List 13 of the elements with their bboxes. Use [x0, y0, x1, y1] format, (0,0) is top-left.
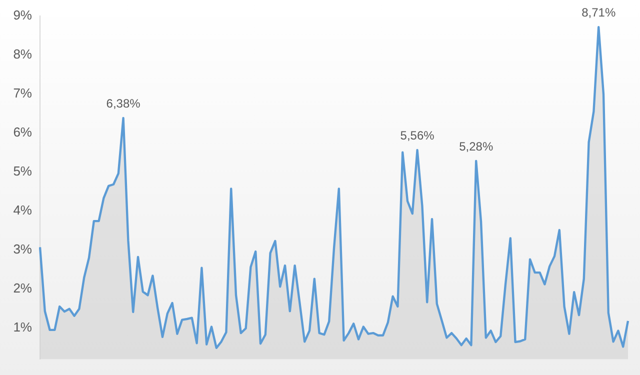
y-tick-label: 9%: [13, 7, 32, 22]
data-label: 5,56%: [400, 128, 435, 142]
y-tick-label: 4%: [13, 202, 32, 218]
y-tick-label: 3%: [13, 242, 32, 257]
y-tick-label: 6%: [13, 124, 32, 140]
y-tick-label: 7%: [13, 85, 32, 100]
y-tick-label: 2%: [13, 280, 32, 296]
data-label: 8,71%: [582, 5, 616, 20]
data-label: 6,38%: [106, 96, 141, 110]
data-label: 5,28%: [459, 139, 494, 154]
y-tick-label: 5%: [13, 163, 32, 178]
y-tick-label: 8%: [13, 46, 32, 62]
y-tick-label: 1%: [13, 320, 32, 335]
